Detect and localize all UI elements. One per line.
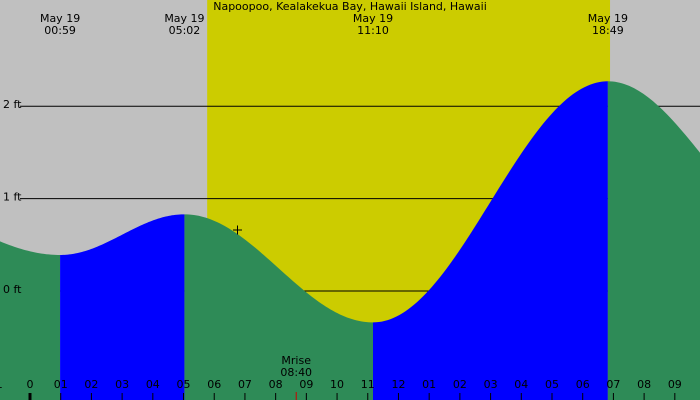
x-tick-label: 07 xyxy=(238,378,252,391)
x-tick-label: 02 xyxy=(84,378,98,391)
x-tick-label: 08 xyxy=(269,378,283,391)
extreme-time: 00:59 xyxy=(44,24,76,37)
x-tick-label: 06 xyxy=(576,378,590,391)
extreme-time: 05:02 xyxy=(169,24,201,37)
x-tick-label: 07 xyxy=(606,378,620,391)
extreme-date: May 19 xyxy=(353,12,393,25)
moon-label: Mrise xyxy=(281,354,311,367)
x-tick-label: 10 xyxy=(330,378,344,391)
x-tick-label: 01 xyxy=(54,378,68,391)
y-tick-label: 1 ft xyxy=(3,191,22,204)
x-tick-label: 09 xyxy=(668,378,682,391)
x-tick-label: 03 xyxy=(484,378,498,391)
extreme-date: May 19 xyxy=(40,12,80,25)
x-tick-label: 05 xyxy=(177,378,191,391)
extreme-date: May 19 xyxy=(164,12,204,25)
x-tick-label: 1 xyxy=(0,378,3,391)
x-tick-label: 01 xyxy=(422,378,436,391)
extreme-time: 18:49 xyxy=(592,24,624,37)
x-tick-label: 04 xyxy=(146,378,160,391)
falling-tide xyxy=(184,214,373,400)
x-tick-label: 08 xyxy=(637,378,651,391)
x-tick-label: 03 xyxy=(115,378,129,391)
rising-tide xyxy=(372,81,608,400)
x-tick-label: 0 xyxy=(26,378,33,391)
x-tick-label: 05 xyxy=(545,378,559,391)
chart-title: Napoopoo, Kealakekua Bay, Hawaii Island,… xyxy=(213,0,487,13)
x-tick-label: 06 xyxy=(207,378,221,391)
rising-tide xyxy=(60,214,185,400)
extreme-date: May 19 xyxy=(588,12,628,25)
falling-tide xyxy=(607,81,700,400)
x-tick-label: 02 xyxy=(453,378,467,391)
x-tick-label: 04 xyxy=(514,378,528,391)
x-tick-label: 11 xyxy=(361,378,375,391)
x-tick-label: 09 xyxy=(299,378,313,391)
extreme-time: 11:10 xyxy=(357,24,389,37)
x-tick-label: 12 xyxy=(391,378,405,391)
y-tick-label: 0 ft xyxy=(3,283,22,296)
falling-tide xyxy=(0,241,61,400)
moon-time: 08:40 xyxy=(280,366,312,379)
y-tick-label: 2 ft xyxy=(3,98,22,111)
cursor-cross xyxy=(233,225,242,235)
